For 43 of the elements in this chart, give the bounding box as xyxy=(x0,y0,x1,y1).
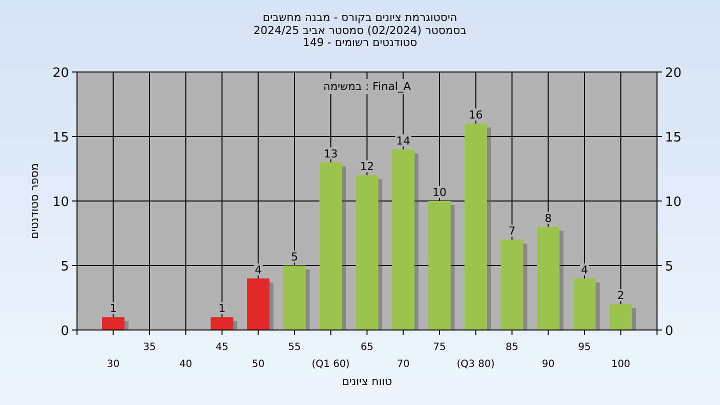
y-axis-title: מספר סטודנטים xyxy=(28,163,41,239)
data-label: 1 xyxy=(110,302,117,316)
x-tick-label: 45 xyxy=(216,342,228,353)
data-label: 7 xyxy=(508,224,516,238)
data-label: 2 xyxy=(617,289,624,302)
x-tick-label: (Q1 60) xyxy=(312,359,350,370)
data-label: 5 xyxy=(291,250,298,264)
x-tick-label: 85 xyxy=(506,342,518,353)
y2-tick-label: 10 xyxy=(665,195,682,210)
annotation: במשימה : Final_A xyxy=(323,80,412,93)
data-label: 12 xyxy=(360,160,374,174)
y2-tick-label: 0 xyxy=(665,324,674,339)
y2-tick-label: 5 xyxy=(665,260,674,274)
y-tick-label: 0 xyxy=(60,324,69,339)
x-tick-label: 70 xyxy=(396,359,410,370)
x-tick-label: 75 xyxy=(433,342,446,353)
x-tick-label: 40 xyxy=(179,359,192,370)
x-tick-label: 65 xyxy=(360,342,374,353)
y2-tick-label: 20 xyxy=(665,66,682,81)
data-label: 8 xyxy=(544,212,552,225)
x-tick-label: (Q3 80) xyxy=(456,359,495,370)
data-label: 13 xyxy=(324,147,338,160)
data-label: 1 xyxy=(218,302,226,316)
x-tick-label: 95 xyxy=(578,342,591,353)
chart-title: היסטוגרמת ציונים בקורס - מבנה מחשבים xyxy=(262,11,458,24)
data-label: 10 xyxy=(432,186,446,199)
y2-tick-label: 15 xyxy=(665,130,682,146)
data-label: 4 xyxy=(581,263,588,276)
y-tick-label: 15 xyxy=(52,130,69,146)
x-tick-label: 35 xyxy=(143,342,156,353)
data-label: 4 xyxy=(254,263,262,276)
x-axis-title: טווח ציונים xyxy=(342,375,392,388)
y-tick-label: 5 xyxy=(60,260,69,274)
y-tick-label: 20 xyxy=(52,66,69,81)
x-tick-label: 55 xyxy=(288,342,301,353)
y-tick-label: 10 xyxy=(52,195,69,210)
x-tick-label: 100 xyxy=(611,359,630,370)
x-tick-label: 30 xyxy=(106,359,120,370)
x-tick-label: 90 xyxy=(542,359,555,370)
chart-subtitle: בסמסטר (02/2024) סמסטר אביב 2024/25 סטודנטים רשומים - 149 xyxy=(253,24,467,49)
data-label: 14 xyxy=(396,134,410,148)
data-label: 16 xyxy=(468,108,483,122)
x-tick-label: 50 xyxy=(252,359,265,370)
